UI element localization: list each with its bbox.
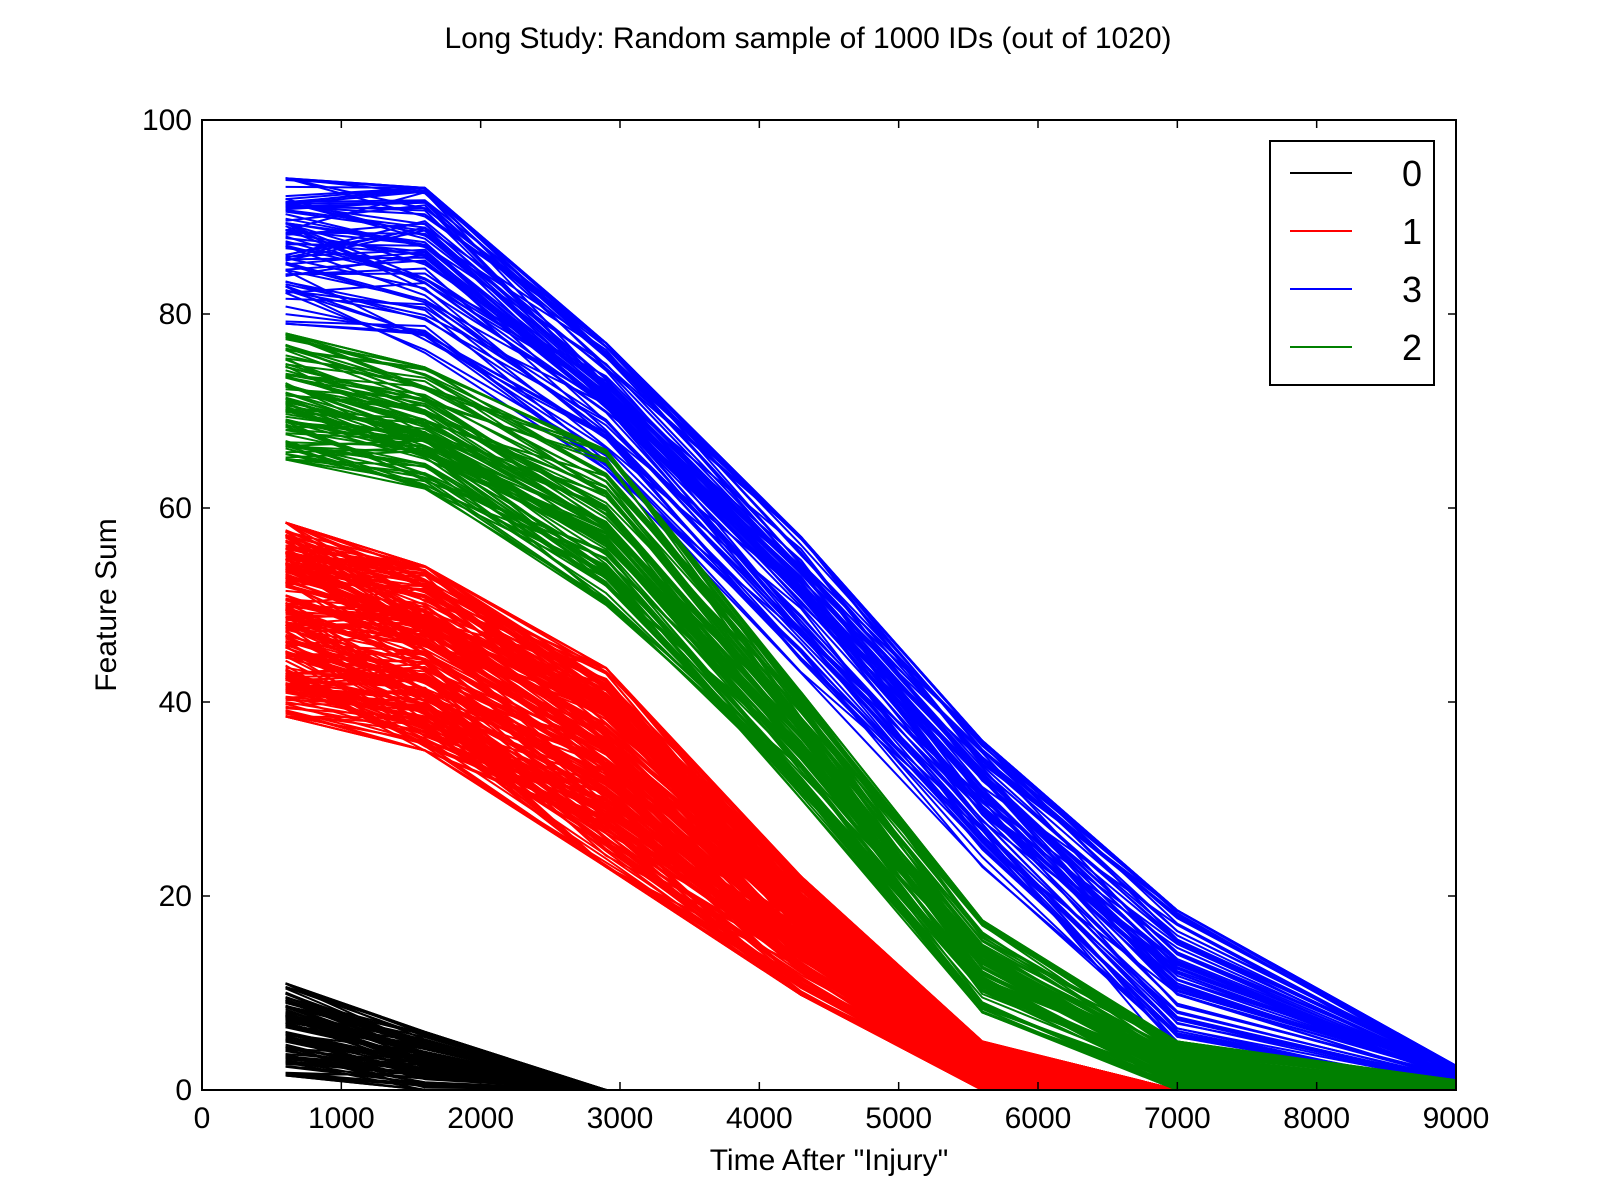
series-1-line <box>285 551 1178 1091</box>
series-3-line <box>285 201 1457 1077</box>
series-1-line <box>285 581 1178 1091</box>
series-0-lines <box>285 982 607 1091</box>
series-3-line <box>285 222 1457 1076</box>
series-1-line <box>285 562 1178 1091</box>
series-3-line <box>285 288 1457 1087</box>
series-3-line <box>285 186 1457 1067</box>
series-2-line <box>285 332 1457 1084</box>
series-1-line <box>285 534 1178 1091</box>
series-3-line <box>285 190 1457 1071</box>
y-tick-label: 0 <box>175 1074 192 1107</box>
series-1-line <box>285 601 1178 1091</box>
series-2-line <box>285 421 1457 1089</box>
series-1-line <box>285 688 1178 1091</box>
series-1-line <box>285 610 1178 1091</box>
series-3-line <box>285 263 1457 1079</box>
series-0-line <box>285 992 607 1091</box>
legend-label-3: 3 <box>1402 269 1422 310</box>
series-3-line <box>285 228 1457 1077</box>
x-tick-label: 8000 <box>1283 1102 1350 1135</box>
x-tick-label: 0 <box>194 1102 211 1135</box>
series-3-line <box>285 280 1457 1085</box>
series-3-line <box>285 256 1457 1075</box>
series-layer <box>285 177 1457 1091</box>
series-2-line <box>285 393 1457 1085</box>
series-1-line <box>285 668 1178 1091</box>
x-tick-label: 5000 <box>865 1102 932 1135</box>
legend: 0 1 3 2 <box>1269 140 1435 386</box>
legend-label-1: 1 <box>1402 211 1422 252</box>
series-2-line <box>285 409 1457 1090</box>
x-tick-label: 9000 <box>1423 1102 1490 1135</box>
legend-frame <box>1269 140 1435 386</box>
series-3-line <box>285 297 1457 1081</box>
series-1-lines <box>285 521 1178 1091</box>
series-2-line <box>285 383 1457 1085</box>
series-2-line <box>285 418 1457 1089</box>
series-0-line <box>285 1059 607 1091</box>
x-tick-label: 1000 <box>308 1102 375 1135</box>
y-axis-label: Feature Sum <box>90 518 123 691</box>
x-tick-label: 7000 <box>1144 1102 1211 1135</box>
legend-label-2: 2 <box>1402 327 1422 368</box>
legend-label-0: 0 <box>1402 153 1422 194</box>
series-0-line <box>285 996 607 1091</box>
chart-title: Long Study: Random sample of 1000 IDs (o… <box>444 22 1171 55</box>
series-3-line <box>285 257 1457 1082</box>
series-1-line <box>285 687 1178 1091</box>
plot-frame <box>201 119 1457 1091</box>
series-3-line <box>285 284 1457 1088</box>
y-tick-label: 100 <box>142 104 192 137</box>
series-3-line <box>285 222 1457 1072</box>
series-0-line <box>285 1040 607 1091</box>
y-tick-label: 20 <box>159 880 192 913</box>
y-tick-label: 80 <box>159 298 192 331</box>
series-3-line <box>285 291 1457 1090</box>
series-2-line <box>285 442 1457 1089</box>
series-2-line <box>285 453 1457 1090</box>
series-1-line <box>285 521 1178 1091</box>
series-1-line <box>285 580 1178 1091</box>
x-tick-label: 2000 <box>447 1102 514 1135</box>
series-0-line <box>285 982 607 1091</box>
series-3-line <box>285 231 1457 1076</box>
series-0-line <box>285 1010 607 1091</box>
y-tick-label: 40 <box>159 686 192 719</box>
series-3-line <box>285 220 1457 1076</box>
series-2-line <box>285 332 1457 1083</box>
series-0-line <box>285 1000 607 1091</box>
series-3-line <box>285 210 1457 1073</box>
series-3-line <box>285 204 1457 1075</box>
series-2-line <box>285 369 1457 1086</box>
series-0-line <box>285 1030 607 1091</box>
x-tick-label: 4000 <box>726 1102 793 1135</box>
tick-layer: 0 1000 2000 3000 4000 5000 6000 7000 8000 9000020… <box>142 104 1489 1135</box>
x-tick-label: 3000 <box>587 1102 654 1135</box>
y-tick-label: 60 <box>159 492 192 525</box>
series-2-line <box>285 385 1457 1086</box>
series-1-line <box>285 626 1178 1091</box>
series-1-line <box>285 687 1178 1091</box>
x-axis-label: Time After "Injury" <box>710 1144 949 1177</box>
x-tick-label: 6000 <box>1005 1102 1072 1135</box>
series-0-line <box>285 1059 607 1091</box>
